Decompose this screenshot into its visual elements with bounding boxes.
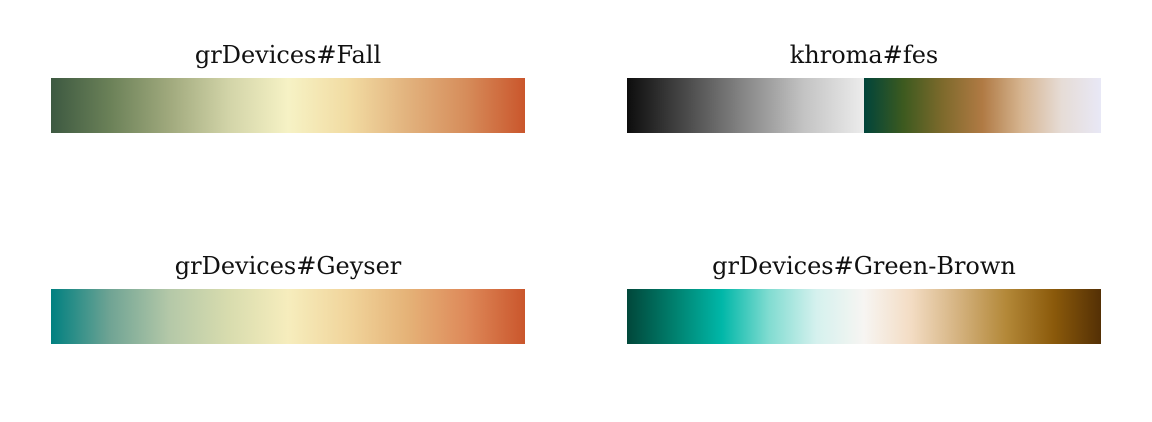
palette-title: khroma#fes [789, 41, 939, 69]
gradient-bar [627, 289, 1101, 344]
gradient-bar [51, 289, 525, 344]
gradient-bar [627, 78, 1101, 133]
palette-title: grDevices#Fall [194, 41, 382, 69]
gradient-bar [51, 78, 525, 133]
palette-title: grDevices#Geyser [174, 252, 402, 280]
palette-title: grDevices#Green-Brown [712, 252, 1016, 280]
